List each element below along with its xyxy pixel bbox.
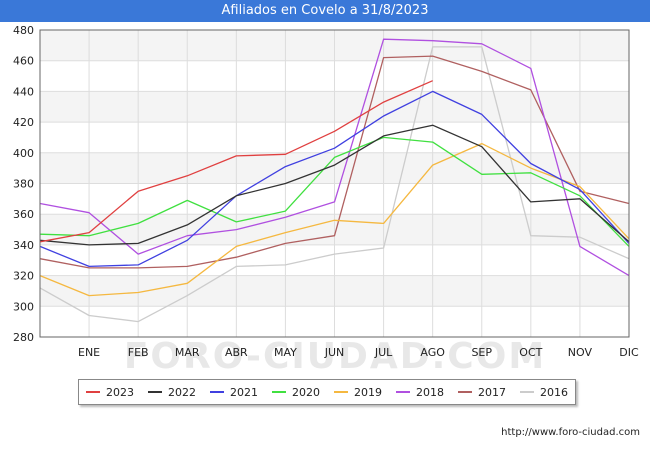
y-tick-label: 400 — [13, 147, 34, 160]
series-line-2019 — [39, 142, 630, 297]
x-tick-label: ENE — [78, 346, 100, 359]
plot-frame — [39, 29, 630, 338]
y-tick-label: 440 — [13, 85, 34, 98]
x-tick-label: DIC — [619, 346, 639, 359]
legend-item-2022: 2022 — [148, 386, 196, 399]
watermark: FORO-CIUDAD.COM — [124, 336, 546, 377]
legend-swatch — [396, 391, 410, 393]
legend-label: 2018 — [416, 385, 444, 399]
legend-label: 2020 — [292, 385, 320, 399]
legend-item-2017: 2017 — [458, 386, 506, 399]
x-tick-label: JUN — [324, 346, 345, 359]
legend-label: 2022 — [168, 385, 196, 399]
legend-item-2016: 2016 — [520, 386, 568, 399]
y-tick-label: 320 — [13, 270, 34, 283]
series-line-2021 — [39, 90, 630, 268]
source-credit: http://www.foro-ciudad.com — [501, 427, 640, 438]
legend-swatch — [210, 391, 224, 393]
x-tick-label: ABR — [225, 346, 248, 359]
y-tick-label: 380 — [13, 178, 34, 191]
x-tick-label: OCT — [519, 346, 542, 359]
legend-label: 2021 — [230, 385, 258, 399]
y-tick-label: 280 — [13, 331, 34, 344]
series-line-2020 — [39, 136, 630, 247]
series-line-2018 — [39, 38, 630, 277]
legend-swatch — [520, 391, 534, 393]
legend-swatch — [334, 391, 348, 393]
x-tick-label: FEB — [128, 346, 149, 359]
legend-item-2020: 2020 — [272, 386, 320, 399]
legend-label: 2016 — [540, 385, 568, 399]
y-tick-label: 460 — [13, 55, 34, 68]
series-line-2016 — [39, 46, 630, 323]
legend-label: 2019 — [354, 385, 382, 399]
x-tick-label: MAY — [274, 346, 297, 359]
series-line-2022 — [39, 124, 630, 246]
series-line-2023 — [39, 80, 433, 243]
y-tick-label: 340 — [13, 239, 34, 252]
x-tick-label: JUL — [374, 346, 393, 359]
legend-swatch — [86, 391, 100, 393]
x-tick-label: NOV — [568, 346, 593, 359]
x-axis-ticks: ENE FEB MAR ABR MAY JUN JUL AGO SEP OCT NOV DIC — [78, 346, 639, 359]
x-tick-label: AGO — [420, 346, 445, 359]
legend-item-2023: 2023 — [86, 386, 134, 399]
y-tick-label: 360 — [13, 208, 34, 221]
x-tick-label: MAR — [175, 346, 200, 359]
series-lines — [39, 38, 630, 323]
series-line-2017 — [39, 55, 630, 269]
y-tick-label: 300 — [13, 300, 34, 313]
legend-label: 2023 — [106, 385, 134, 399]
y-tick-label: 420 — [13, 116, 34, 129]
legend-item-2021: 2021 — [210, 386, 258, 399]
chart-title: Afiliados en Covelo a 31/8/2023 — [0, 0, 650, 22]
legend: 2023 2022 2021 2020 2019 2018 2017 2016 — [78, 379, 576, 405]
y-axis-ticks: 280 300 320 340 360 380 400 420 440 460 480 — [13, 24, 34, 344]
legend-item-2019: 2019 — [334, 386, 382, 399]
x-tick-label: SEP — [471, 346, 492, 359]
y-tick-label: 480 — [13, 24, 34, 37]
legend-swatch — [148, 391, 162, 393]
legend-item-2018: 2018 — [396, 386, 444, 399]
legend-label: 2017 — [478, 385, 506, 399]
legend-swatch — [272, 391, 286, 393]
legend-swatch — [458, 391, 472, 393]
